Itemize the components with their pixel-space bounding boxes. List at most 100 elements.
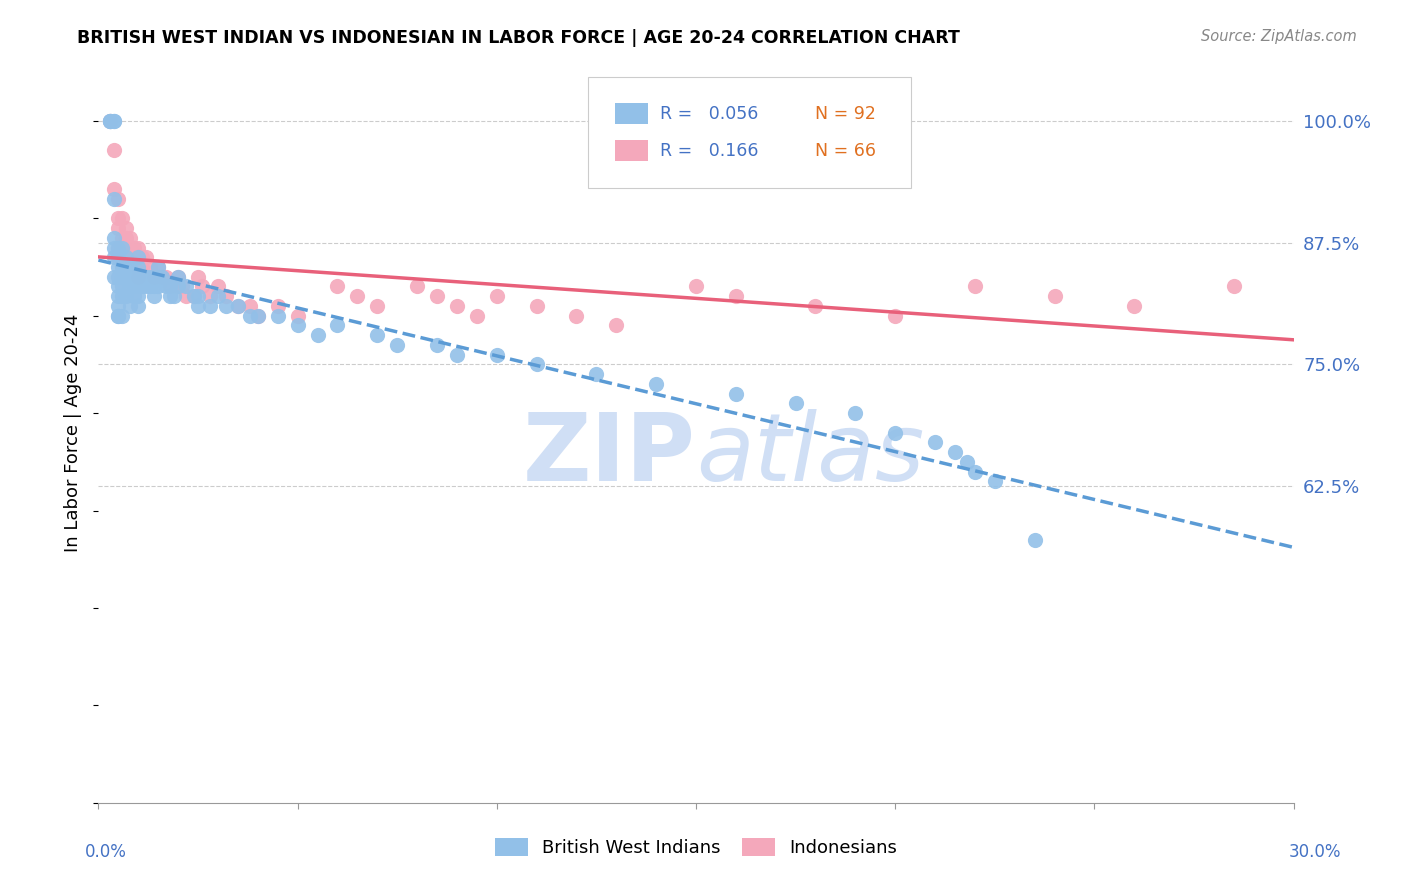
Point [103,192,125,206]
Point [111,289,134,303]
Point [143,269,166,284]
Point [98,114,122,128]
Point [127,269,149,284]
Point [159,279,181,293]
Point [1024,533,1046,547]
Point [226,299,249,313]
Point [645,376,668,391]
Point [120,299,142,313]
Point [446,299,468,313]
Point [963,465,986,479]
Point [107,289,129,303]
Point [385,338,409,352]
Point [111,211,134,226]
Text: 0.0%: 0.0% [84,843,127,861]
Text: R =   0.166: R = 0.166 [661,142,759,160]
Point [167,279,190,293]
Point [844,406,866,420]
Point [115,269,138,284]
Point [148,260,170,274]
Point [111,240,134,255]
Point [326,318,349,333]
Point [426,338,449,352]
Point [226,299,249,313]
Point [103,114,125,128]
Point [135,250,157,264]
Point [155,269,177,284]
Point [135,269,157,284]
Point [804,299,827,313]
Point [150,269,173,284]
Point [127,250,149,264]
Point [215,289,238,303]
Point [103,231,125,245]
Point [984,475,1007,489]
Point [115,250,138,264]
Point [174,289,197,303]
Point [326,279,349,293]
Point [924,435,946,450]
Point [120,279,142,293]
Point [287,309,309,323]
Point [526,358,548,372]
Point [127,240,149,255]
Point [943,445,966,459]
Point [111,269,134,284]
Point [111,279,134,293]
Point [115,289,138,303]
Y-axis label: In Labor Force | Age 20-24: In Labor Force | Age 20-24 [65,313,83,552]
Point [107,192,129,206]
Point [267,309,290,323]
Point [98,114,122,128]
Point [526,299,548,313]
Point [174,279,197,293]
Point [127,289,149,303]
Point [107,211,129,226]
Point [724,289,747,303]
Text: N = 66: N = 66 [815,142,876,160]
Point [103,269,125,284]
Point [111,231,134,245]
Point [124,289,146,303]
Point [307,328,329,343]
Text: ZIP: ZIP [523,409,696,500]
Legend: British West Indians, Indonesians: British West Indians, Indonesians [488,830,904,864]
Point [239,299,262,313]
Point [139,279,162,293]
Point [115,260,138,274]
Point [565,309,588,323]
Point [124,250,146,264]
Point [127,279,149,293]
Point [98,114,122,128]
Point [143,279,166,293]
Point [127,299,149,313]
Text: atlas: atlas [696,409,924,500]
Point [884,425,907,440]
Point [107,269,129,284]
Point [246,309,269,323]
Point [163,289,186,303]
Point [366,299,388,313]
Point [120,269,142,284]
Point [167,269,190,284]
Point [111,240,134,255]
Point [127,260,149,274]
Point [107,250,129,264]
Point [107,250,129,264]
Point [884,309,907,323]
Point [724,386,747,401]
Point [139,269,162,284]
Point [127,250,149,264]
Point [143,289,166,303]
Point [120,240,142,255]
Point [183,289,205,303]
Point [127,269,149,284]
Point [120,260,142,274]
Point [115,231,138,245]
Point [207,279,229,293]
Point [148,279,170,293]
Point [267,299,290,313]
Point [1223,279,1246,293]
FancyBboxPatch shape [589,78,911,188]
Point [191,279,214,293]
